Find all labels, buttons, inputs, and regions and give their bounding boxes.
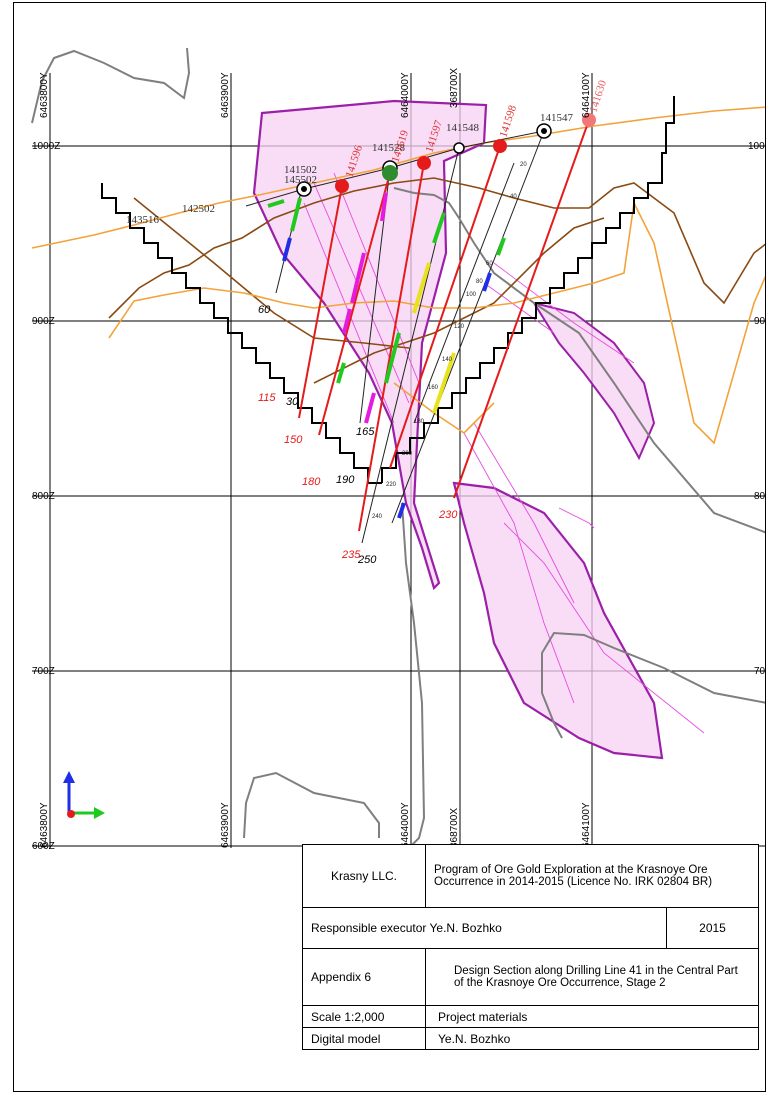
collar-marker [453,142,465,154]
ground-surface [31,106,765,249]
grid-labels: 1000Z 900Z 800Z 700Z 600Z 100 90 80 70 6… [32,68,766,852]
planned-collar [335,179,349,193]
coordinate-label-bottom: 6464000Y [400,802,411,848]
company-name: Krasny LLC. [330,869,398,883]
coordinate-label-top: 6463800Y [39,72,50,118]
drillhole-trace [413,162,515,424]
planned-hole-141598 [389,145,501,469]
elevation-label-right: 80 [754,491,766,502]
depth-label-red: 230 [438,509,458,521]
depth-label-black: 250 [357,554,377,566]
depth-tick: 20 [520,162,527,168]
materials-type: Project materials [425,1006,758,1027]
year: 2015 [666,908,758,948]
depth-tick: 180 [414,419,425,425]
depth-label-red: 180 [302,476,321,488]
depth-label-black: 30 [286,396,299,408]
pit-wall-left [101,183,382,484]
cross-section-drawing: 1000Z 900Z 800Z 700Z 600Z 100 90 80 70 6… [31,47,766,852]
scale: Scale 1:2,000 [311,1009,385,1024]
title-block-row-scale: Scale 1:2,000 Project materials [303,1006,758,1028]
depth-tick: 240 [372,514,383,520]
depth-tick: 200 [402,451,413,457]
appendix-number: Appendix 6 [311,970,372,984]
planned-hole-141619 [318,172,391,436]
xyz-axis-icon [63,771,105,819]
drawing-sheet: 1000Z 900Z 800Z 700Z 600Z 100 90 80 70 6… [13,2,766,1092]
coordinate-label-bottom: 6463900Y [220,802,231,848]
planned-collar [582,113,596,127]
coordinate-label-bottom: 6464100Y [581,802,592,848]
depth-labels: 115 150 180 230 235 60 30 190 165 250 [258,304,458,566]
depth-label-red: 150 [284,434,303,446]
lower-orebody [452,481,664,760]
hole-label: 141548 [446,122,480,134]
elevation-label-right: 100 [748,141,765,152]
elevation-label-right: 90 [754,316,766,327]
title-block-row-header: Krasny LLC. Program of Ore Gold Explorat… [303,845,758,908]
coordinate-label-top: 368700X [449,68,460,108]
hole-label: 143516 [126,214,160,226]
drillhole-trace [391,130,545,524]
hole-label: 145502 [284,174,317,186]
planned-hole-141630 [453,119,590,499]
planned-collar [493,139,507,153]
responsible-executor: Responsible executor Ye.N. Bozhko [311,921,502,935]
depth-tick: 120 [454,324,465,330]
depth-label-black: 60 [258,304,271,316]
elevation-label: 800Z [32,491,55,502]
planned-drillholes [298,119,590,532]
program-title: Program of Ore Gold Exploration at the K… [425,845,758,907]
coordinate-label-top: 6464000Y [400,72,411,118]
depth-ticks: 20 40 60 80 100 120 140 160 180 200 220 … [372,162,527,520]
coordinate-label-bottom: 6463800Y [39,802,50,848]
elevation-label: 900Z [32,316,55,327]
title-block-row-appendix: Appendix 6 Design Section along Drilling… [303,949,758,1006]
depth-tick: 140 [442,357,453,363]
depth-label-red: 115 [258,392,276,404]
coordinate-label-bottom: 368700X [449,808,460,848]
model-label: Digital model [311,1031,381,1046]
coordinate-label-top: 6464100Y [581,72,592,118]
title-block-row-model: Digital model Ye.N. Bozhko [303,1028,758,1049]
elevation-label: 700Z [32,666,55,677]
elevation-label-right: 70 [754,666,766,677]
assay-intervals [267,192,506,519]
brown-contours [108,177,765,384]
grey-contours [31,47,765,849]
title-block-row-executor: Responsible executor Ye.N. Bozhko 2015 [303,908,758,949]
collars [296,113,596,197]
hole-label: 141502 [284,164,317,176]
planned-hole-141596 [298,185,343,419]
planned-hole-141597 [358,162,425,532]
contour-grey [31,47,191,124]
coordinate-label-top: 6463900Y [220,72,231,118]
hole-label: 141528 [372,142,406,154]
right-orebody [531,301,656,461]
orebodies [252,99,705,760]
drawing-title: Design Section along Drilling Line 41 in… [425,949,758,1005]
elevation-label: 1000Z [32,141,60,152]
depth-tick: 160 [428,385,439,391]
thin-veins [303,172,705,734]
hole-label: 141547 [540,112,574,124]
hole-label-red: 141598 [497,103,519,139]
depth-tick: 60 [486,261,493,267]
planned-collar [382,165,398,181]
elevation-label: 600Z [32,841,55,852]
depth-label-black: 165 [356,426,375,438]
depth-tick: 100 [466,292,477,298]
depth-tick: 40 [510,194,517,200]
planned-collar [417,156,431,170]
depth-label-red: 235 [341,549,361,561]
hole-label: 142502 [182,203,215,215]
depth-tick: 80 [476,279,483,285]
depth-label-black: 190 [336,474,355,486]
author: Ye.N. Bozhko [425,1028,758,1049]
depth-tick: 220 [386,482,397,488]
title-block: Krasny LLC. Program of Ore Gold Explorat… [302,844,759,1050]
